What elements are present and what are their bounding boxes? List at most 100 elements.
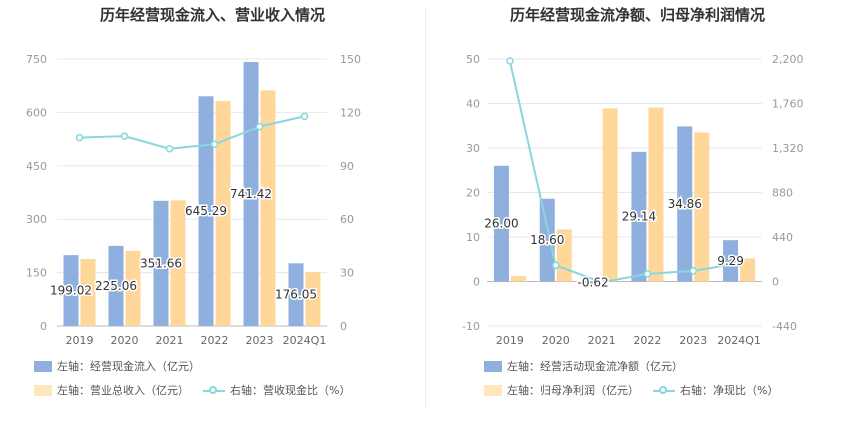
bar-secondary [305, 271, 321, 326]
chart-title: 历年经营现金流入、营业收入情况 [99, 6, 325, 24]
panel-divider [425, 8, 426, 408]
legend-label: 左轴：经营现金流入（亿元） [57, 360, 200, 373]
y-left-tick-label: 20 [466, 187, 480, 200]
bar-primary [677, 126, 693, 282]
data-label: 176.05 [275, 288, 317, 302]
ratio-line [508, 60, 740, 284]
bar-primary [153, 200, 169, 326]
right-chart-panel: 历年经营现金流净额、归母净利润情况 -10 0 10 20 30 40 50 -440 0 440… [425, 0, 850, 437]
bar-secondary [694, 132, 710, 282]
ratio-point [597, 278, 606, 286]
y-right-tick-label: 1,320 [772, 142, 804, 155]
bar-primary [288, 263, 304, 326]
bar-primary [108, 245, 124, 326]
y-right-tick-label: 1,760 [772, 98, 804, 111]
x-tick-label: 2019 [66, 334, 94, 347]
data-label: 645.29 [185, 204, 227, 218]
legend-item[interactable]: 右轴：净现比（%） [653, 382, 778, 398]
x-tick-label: 2024Q1 [283, 334, 327, 347]
legend: 左轴：归母净利润（亿元） 右轴：净现比（%） [484, 382, 792, 398]
data-label: 29.14 [622, 210, 656, 224]
legend-item[interactable]: 右轴：营收现金比（%） [203, 382, 350, 398]
ratio-point [210, 140, 219, 149]
chart-title: 历年经营现金流净额、归母净利润情况 [509, 6, 765, 24]
legend-label: 右轴：净现比（%） [680, 384, 779, 397]
legend: 左轴：经营现金流入（亿元） [34, 358, 214, 374]
ratio-point [552, 261, 560, 270]
y-right-tick-label: 0 [340, 320, 347, 333]
x-tick-label: 2022 [633, 334, 661, 347]
legend-item[interactable]: 左轴：营业总收入（亿元） [34, 382, 189, 398]
legend-swatch [484, 384, 502, 396]
y-right-tick-label: 150 [340, 53, 361, 66]
y-right-tick-label: -440 [772, 320, 797, 333]
legend: 左轴：经营活动现金流净额（亿元） [484, 358, 697, 374]
chart-plot: 0 150 300 450 600 750 0 30 60 90 120 150 2019 2020 202… [26, 53, 361, 347]
x-tick-label: 2020 [111, 334, 139, 347]
bar-primary [723, 240, 739, 282]
bar-secondary [170, 200, 186, 326]
bar-secondary [510, 276, 526, 282]
data-label: 26.00 [484, 217, 518, 231]
bar-secondary [602, 108, 618, 282]
legend-swatch [34, 360, 52, 372]
legend-swatch [484, 360, 502, 372]
legend-item[interactable]: 左轴：经营现金流入（亿元） [34, 358, 200, 374]
legend-label: 左轴：营业总收入（亿元） [57, 384, 189, 397]
x-tick-label: 2019 [496, 334, 524, 347]
bar-secondary [260, 90, 276, 326]
y-right-tick-label: 2,200 [772, 53, 804, 66]
y-left-tick-label: 50 [466, 53, 480, 66]
ratio-line [79, 115, 305, 150]
y-left-tick-label: -10 [462, 320, 480, 333]
ratio-point [255, 122, 264, 131]
ratio-point [165, 144, 174, 153]
x-tick-label: 2024Q1 [717, 334, 761, 347]
legend-item[interactable]: 左轴：经营活动现金流净额（亿元） [484, 358, 683, 374]
legend-swatch [653, 385, 675, 396]
x-tick-label: 2023 [679, 334, 707, 347]
bar-primary [631, 151, 647, 282]
bar-secondary [556, 229, 572, 282]
legend-label: 左轴：经营活动现金流净额（亿元） [507, 360, 683, 373]
data-label: 199.02 [50, 284, 92, 298]
data-label: 225.06 [95, 279, 137, 293]
bar-primary [493, 165, 509, 282]
data-label: 18.60 [530, 233, 564, 247]
legend-swatch [203, 385, 225, 396]
y-left-tick-label: 40 [466, 98, 480, 111]
ratio-point [735, 259, 743, 268]
data-label: 741.42 [230, 187, 272, 201]
bar-secondary [80, 259, 96, 326]
y-right-tick-label: 60 [340, 213, 354, 226]
x-tick-label: 2020 [542, 334, 570, 347]
y-left-tick-label: 150 [26, 267, 47, 280]
data-label: -0.62 [578, 276, 609, 290]
x-tick-label: 2021 [156, 334, 184, 347]
y-right-tick-label: 0 [772, 276, 779, 289]
ratio-point [643, 270, 652, 278]
x-tick-label: 2021 [588, 334, 616, 347]
bar-primary [198, 96, 214, 326]
y-left-tick-label: 300 [26, 213, 47, 226]
y-right-tick-label: 440 [772, 231, 793, 244]
legend-item[interactable]: 左轴：归母净利润（亿元） [484, 382, 639, 398]
legend-label: 右轴：营收现金比（%） [230, 384, 351, 397]
y-left-tick-label: 30 [466, 142, 480, 155]
x-tick-label: 2022 [201, 334, 229, 347]
ratio-point [689, 267, 697, 275]
legend-swatch [34, 384, 52, 396]
y-right-tick-label: 880 [772, 187, 793, 200]
bar-secondary [740, 258, 756, 282]
data-label: 34.86 [668, 197, 702, 211]
y-left-tick-label: 750 [26, 53, 47, 66]
ratio-point [75, 133, 84, 142]
data-label: 351.66 [140, 256, 182, 270]
ratio-point [300, 112, 309, 121]
bar-secondary [648, 107, 664, 282]
legend: 左轴：营业总收入（亿元） 右轴：营收现金比（%） [34, 382, 364, 398]
y-right-tick-label: 90 [340, 160, 354, 173]
y-left-tick-label: 600 [26, 106, 47, 119]
y-left-tick-label: 10 [466, 231, 480, 244]
chart-plot: -10 0 10 20 30 40 50 -440 0 440 880 1,320 1,760 2,200… [462, 53, 804, 347]
